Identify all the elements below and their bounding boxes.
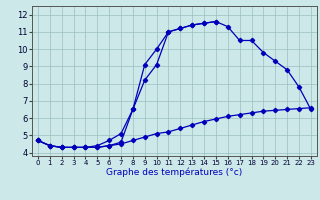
X-axis label: Graphe des températures (°c): Graphe des températures (°c): [106, 168, 243, 177]
